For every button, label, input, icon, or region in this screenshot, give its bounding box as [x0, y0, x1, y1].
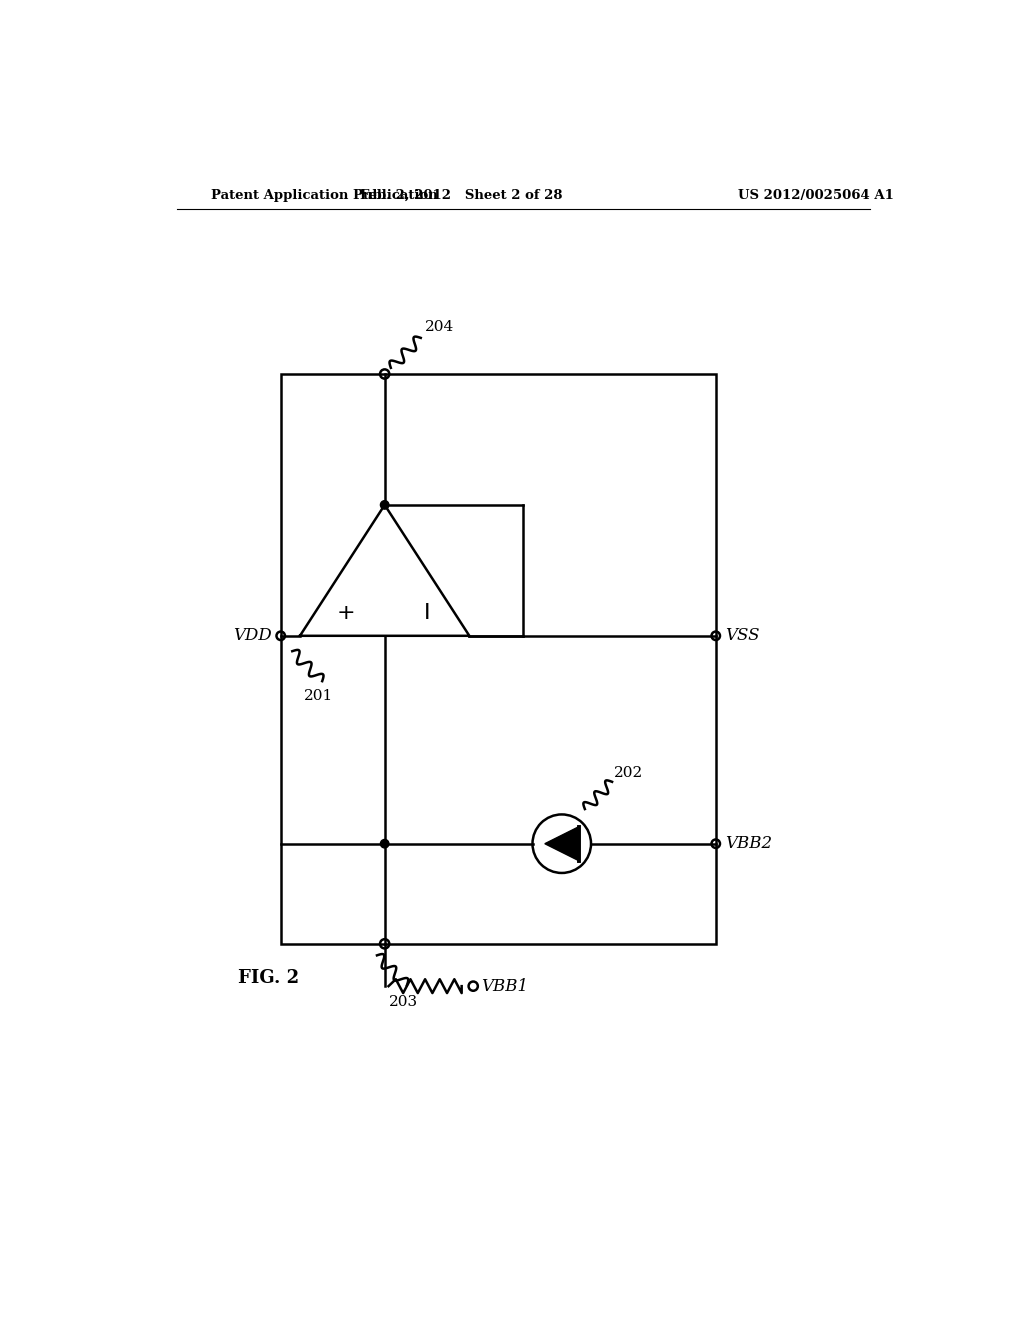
Text: 202: 202 [614, 766, 644, 780]
Circle shape [381, 500, 389, 510]
Text: 203: 203 [388, 994, 418, 1008]
Text: US 2012/0025064 A1: US 2012/0025064 A1 [738, 189, 894, 202]
Text: +: + [337, 603, 355, 623]
Text: Feb. 2, 2012   Sheet 2 of 28: Feb. 2, 2012 Sheet 2 of 28 [360, 189, 563, 202]
Text: VDD: VDD [232, 627, 271, 644]
Text: Patent Application Publication: Patent Application Publication [211, 189, 438, 202]
Text: FIG. 2: FIG. 2 [239, 969, 299, 987]
Text: 201: 201 [304, 689, 333, 702]
Text: I: I [424, 603, 430, 623]
Polygon shape [545, 826, 579, 861]
Bar [281, 374, 716, 944]
Text: VSS: VSS [725, 627, 760, 644]
Circle shape [381, 840, 389, 847]
Text: VBB2: VBB2 [725, 836, 772, 853]
Text: 204: 204 [425, 319, 454, 334]
Text: VBB1: VBB1 [481, 978, 528, 995]
